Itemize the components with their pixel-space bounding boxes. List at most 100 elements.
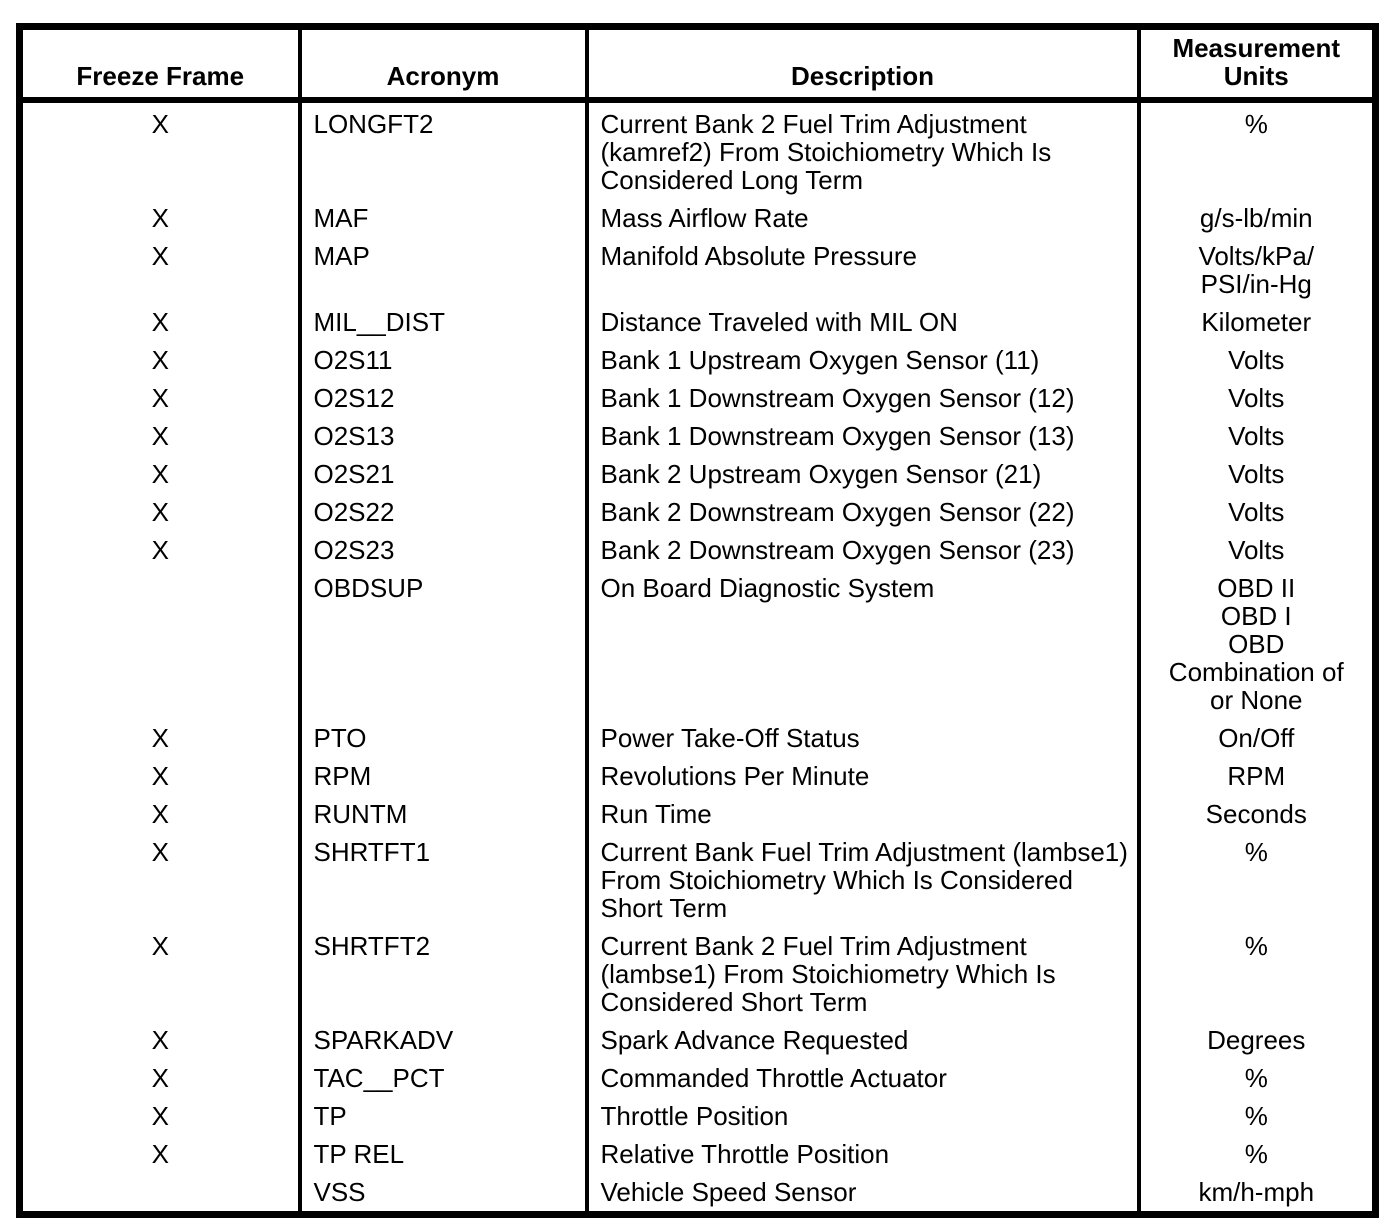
table-row: X SHRTFT1 Current Bank Fuel Trim Adjustmen… [20, 833, 1376, 927]
units-cell: Kilometer [1136, 303, 1376, 341]
freeze-frame-cell: X [151, 421, 169, 451]
header-row: Freeze Frame Acronym Description Measure… [19, 26, 1376, 103]
description-cell: Bank 1 Downstream Oxygen Sensor (12) [584, 379, 1139, 417]
freeze-frame-cell: X [151, 761, 169, 791]
units-cell: Volts [1136, 531, 1376, 569]
acronym-cell: TP [297, 1097, 587, 1135]
description-cell: Bank 2 Downstream Oxygen Sensor (22) [584, 493, 1139, 531]
units-cell: Volts [1136, 417, 1376, 455]
acronym-cell: PTO [297, 719, 587, 757]
table-row: X MAF Mass Airflow Rate g/s-lb/min [20, 199, 1376, 237]
description-cell: Bank 1 Downstream Oxygen Sensor (13) [584, 417, 1139, 455]
freeze-frame-cell: X [151, 1101, 169, 1131]
acronym-cell: MAP [297, 237, 587, 303]
units-cell: Volts [1136, 379, 1376, 417]
table-row: X O2S12 Bank 1 Downstream Oxygen Sensor (1… [20, 379, 1376, 417]
description-cell: On Board Diagnostic System [584, 569, 1139, 719]
freeze-frame-cell [20, 569, 300, 719]
units-cell: % [1136, 1135, 1376, 1173]
acronym-cell: O2S21 [297, 455, 587, 493]
table-row: X LONGFT2 Current Bank 2 Fuel Trim Adjustm… [20, 100, 1376, 199]
freeze-frame-cell: X [151, 535, 169, 565]
freeze-frame-cell: X [151, 1063, 169, 1093]
description-cell: Distance Traveled with MIL ON [584, 303, 1139, 341]
header-freeze-frame: Freeze Frame [19, 26, 300, 103]
description-cell: Relative Throttle Position [584, 1135, 1139, 1173]
table-row: X RPM Revolutions Per Minute RPM [20, 757, 1376, 795]
acronym-cell: O2S12 [297, 379, 587, 417]
acronym-cell: LONGFT2 [297, 100, 587, 199]
freeze-frame-cell: X [151, 459, 169, 489]
units-cell: % [1136, 100, 1376, 199]
freeze-frame-cell: X [151, 109, 169, 139]
units-cell: % [1136, 1097, 1376, 1135]
freeze-frame-cell: X [151, 723, 169, 753]
description-cell: Vehicle Speed Sensor [584, 1173, 1139, 1215]
acronym-cell: SHRTFT1 [297, 833, 587, 927]
acronym-cell: O2S13 [297, 417, 587, 455]
freeze-frame-cell: X [151, 837, 169, 867]
units-cell: Volts [1136, 493, 1376, 531]
description-cell: Bank 2 Upstream Oxygen Sensor (21) [584, 455, 1139, 493]
freeze-frame-cell: X [151, 799, 169, 829]
table-header: Freeze Frame Acronym Description Measure… [19, 26, 1376, 103]
units-cell: RPM [1136, 757, 1376, 795]
table-row: X O2S22 Bank 2 Downstream Oxygen Sensor (2… [20, 493, 1376, 531]
freeze-frame-cell: X [151, 203, 169, 233]
freeze-frame-cell: X [151, 383, 169, 413]
table-row: X MAP Manifold Absolute Pressure Volts/kPa/… [20, 237, 1376, 303]
units-cell: OBD II OBD I OBD Combination of or None [1136, 569, 1376, 719]
table-row: OBDSUP On Board Diagnostic System OBD II O… [20, 569, 1376, 719]
description-cell: Mass Airflow Rate [584, 199, 1139, 237]
acronym-cell: O2S23 [297, 531, 587, 569]
units-cell: % [1136, 1059, 1376, 1097]
description-cell: Run Time [584, 795, 1139, 833]
description-cell: Commanded Throttle Actuator [584, 1059, 1139, 1097]
table-body: X LONGFT2 Current Bank 2 Fuel Trim Adjustm… [20, 100, 1376, 1215]
units-cell: g/s-lb/min [1136, 199, 1376, 237]
description-cell: Manifold Absolute Pressure [584, 237, 1139, 303]
description-cell: Revolutions Per Minute [584, 757, 1139, 795]
freeze-frame-cell: X [151, 1139, 169, 1169]
table-row: X TP Throttle Position% [20, 1097, 1376, 1135]
description-cell: Throttle Position [584, 1097, 1139, 1135]
table-row: X MIL__DIST Distance Traveled with MIL ON K… [20, 303, 1376, 341]
description-cell: Current Bank Fuel Trim Adjustment (lambs… [584, 833, 1139, 927]
acronym-cell: VSS [297, 1173, 587, 1215]
table-row: X PTO Power Take-Off Status On/Off [20, 719, 1376, 757]
header-acronym: Acronym [297, 26, 587, 103]
acronym-cell: SPARKADV [297, 1021, 587, 1059]
acronym-cell: RPM [297, 757, 587, 795]
units-cell: % [1136, 833, 1376, 927]
units-cell: Volts/kPa/ PSI/in-Hg [1136, 237, 1376, 303]
freeze-frame-cell: X [151, 931, 169, 961]
freeze-frame-cell: X [151, 307, 169, 337]
units-cell: Volts [1136, 455, 1376, 493]
table-row: VSS Vehicle Speed Sensor km/h-mph [20, 1173, 1376, 1215]
description-cell: Current Bank 2 Fuel Trim Adjustment (kam… [584, 100, 1139, 199]
header-units: Measurement Units [1136, 26, 1376, 103]
header-description: Description [584, 26, 1139, 103]
acronym-cell: TP REL [297, 1135, 587, 1173]
table-row: X TP REL Relative Throttle Position% [20, 1135, 1376, 1173]
units-cell: Seconds [1136, 795, 1376, 833]
acronym-cell: OBDSUP [297, 569, 587, 719]
table-row: X TAC__PCT Commanded Throttle Actuator% [20, 1059, 1376, 1097]
table-row: X O2S13 Bank 1 Downstream Oxygen Sensor (1… [20, 417, 1376, 455]
description-cell: Bank 1 Upstream Oxygen Sensor (11) [584, 341, 1139, 379]
acronym-cell: MIL__DIST [297, 303, 587, 341]
description-cell: Power Take-Off Status [584, 719, 1139, 757]
pid-table: Freeze Frame Acronym Description Measure… [16, 23, 1379, 1218]
table-row: X SPARKADV Spark Advance Requested Degrees [20, 1021, 1376, 1059]
acronym-cell: RUNTM [297, 795, 587, 833]
units-cell: Volts [1136, 341, 1376, 379]
description-cell: Current Bank 2 Fuel Trim Adjustment (lam… [584, 927, 1139, 1021]
freeze-frame-cell: X [151, 345, 169, 375]
freeze-frame-cell [20, 1173, 300, 1215]
acronym-cell: O2S22 [297, 493, 587, 531]
acronym-cell: SHRTFT2 [297, 927, 587, 1021]
units-cell: Degrees [1136, 1021, 1376, 1059]
units-cell: On/Off [1136, 719, 1376, 757]
table-row: X O2S23 Bank 2 Downstream Oxygen Sensor (2… [20, 531, 1376, 569]
